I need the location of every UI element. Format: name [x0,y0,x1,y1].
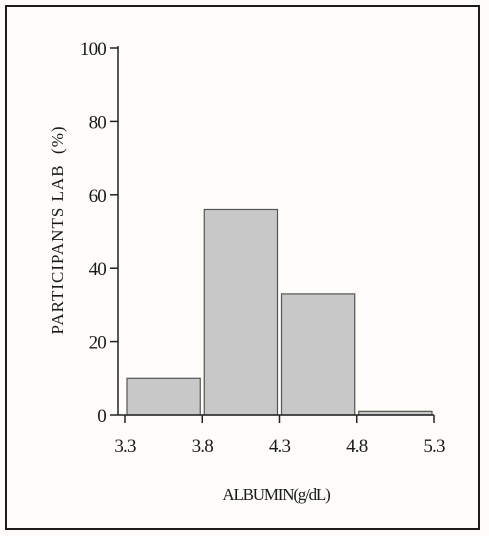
x-tick-label: 3.8 [192,436,214,457]
x-tick-label: 5.3 [423,436,445,457]
y-axis-title: PARTICIPANTS LAB (%) [48,125,67,334]
x-tick-label: 4.3 [269,436,291,457]
y-tick-label: 80 [89,112,107,133]
histogram-bar [280,293,356,416]
histogram-bar [203,208,279,416]
x-axis-title: ALBUMIN(g/dL) [222,485,330,504]
histogram-bar [126,377,201,416]
x-tick-label: 4.8 [346,436,368,457]
x-tick-label: 3.3 [114,436,136,457]
y-tick-label: 20 [89,333,107,354]
y-tick-label: 40 [89,259,107,280]
y-tick-label: 60 [89,186,107,207]
y-tick-label: 0 [97,406,106,427]
y-tick-label: 100 [80,39,106,60]
